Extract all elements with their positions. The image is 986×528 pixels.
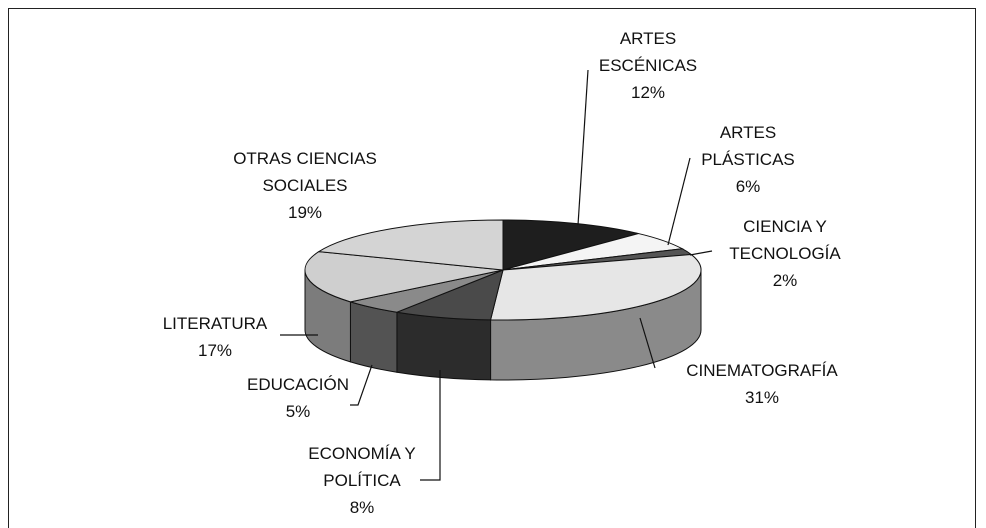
leader-line (689, 250, 713, 256)
leader-line (667, 157, 691, 246)
slice-label: CINEMATOGRAFÍA 31% (662, 357, 862, 411)
pie-side (349, 301, 398, 373)
slice-label: LITERATURA 17% (145, 310, 285, 364)
slice-label: ECONOMÍA Y POLÍTICA 8% (292, 440, 432, 521)
value-label: 8% (349, 498, 375, 517)
value-label: 19% (287, 203, 323, 222)
chart-frame (8, 8, 976, 528)
leader-line (639, 317, 656, 369)
pie-slice (502, 219, 639, 271)
slice-label: OTRAS CIENCIAS SOCIALES 19% (210, 145, 400, 226)
value-label: 12% (630, 83, 666, 102)
pie-slice (489, 254, 702, 321)
category-label: ECONOMÍA Y POLÍTICA (308, 444, 416, 490)
pie-side (396, 311, 492, 381)
leader-line (420, 370, 441, 481)
value-label: 6% (735, 177, 761, 196)
category-label: OTRAS CIENCIAS SOCIALES (233, 149, 377, 195)
value-label: 2% (772, 271, 798, 290)
value-label: 31% (744, 388, 780, 407)
leader-line (350, 364, 373, 406)
pie-slice (317, 219, 504, 271)
category-label: ARTES ESCÉNICAS (598, 29, 698, 75)
slice-label: ARTES PLÁSTICAS 6% (688, 119, 808, 200)
category-label: CINEMATOGRAFÍA (686, 361, 838, 380)
leader-line (577, 69, 589, 226)
value-label: 5% (285, 402, 311, 421)
pie-slice (304, 251, 504, 303)
slice-label: ARTES ESCÉNICAS 12% (588, 25, 708, 106)
pie-slice (395, 269, 504, 321)
category-label: CIENCIA Y TECNOLOGÍA (729, 217, 841, 263)
value-label: 17% (197, 341, 233, 360)
slice-label: EDUCACIÓN 5% (228, 371, 368, 425)
category-label: LITERATURA (162, 314, 268, 333)
category-label: ARTES PLÁSTICAS (701, 123, 795, 169)
slice-label: CIENCIA Y TECNOLOGÍA 2% (710, 213, 860, 294)
category-label: EDUCACIÓN (246, 375, 349, 394)
